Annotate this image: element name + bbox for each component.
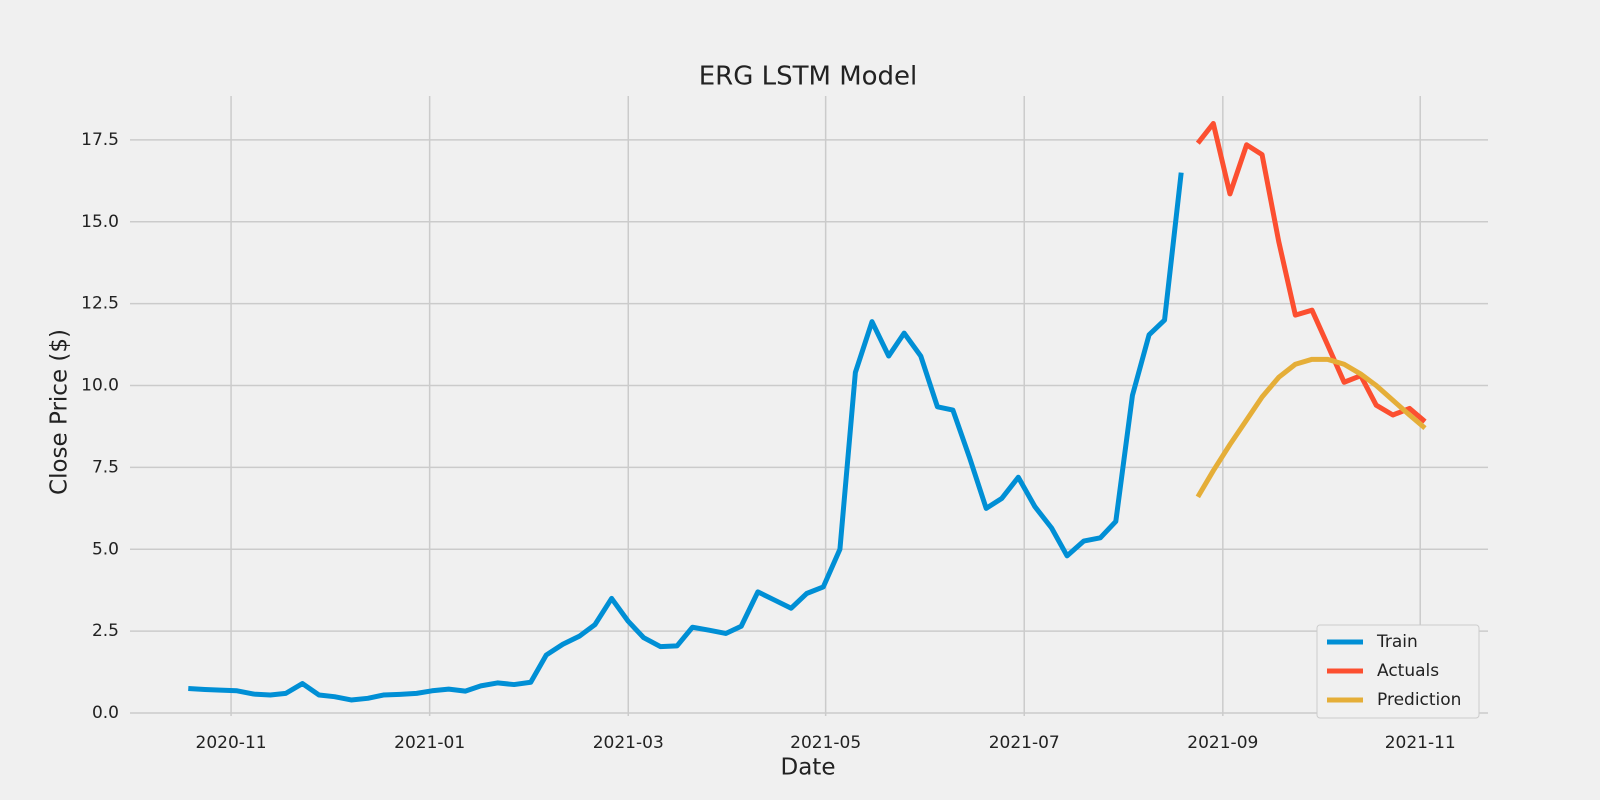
x-tick-label: 2020-11	[196, 733, 267, 753]
grid: 0.0 2.5 5.0 7.5 10.0 12.5 15.0 17.5 2020-11 2021-…	[81, 96, 1488, 753]
y-tick-label: 17.5	[81, 130, 119, 150]
x-tick-label: 2021-05	[790, 733, 861, 753]
x-tick-label: 2021-11	[1385, 733, 1456, 753]
y-tick-label: 5.0	[92, 539, 119, 559]
legend-label: Train	[1376, 632, 1418, 652]
legend-label: Actuals	[1377, 661, 1439, 681]
y-tick-label: 12.5	[81, 294, 119, 314]
x-tick-label: 2021-03	[593, 733, 664, 753]
y-tick-label: 0.0	[92, 703, 119, 723]
legend-label: Prediction	[1377, 690, 1461, 710]
y-tick-label: 10.0	[81, 376, 119, 396]
y-tick-label: 2.5	[92, 621, 119, 641]
plot-lines	[188, 121, 1427, 703]
y-tick-label: 15.0	[81, 212, 119, 232]
y-tick-label: 7.5	[92, 457, 119, 477]
legend: Train Actuals Prediction	[1316, 624, 1480, 719]
x-tick-label: 2021-01	[394, 733, 465, 753]
x-tick-label: 2021-07	[989, 733, 1060, 753]
chart-title: ERG LSTM Model	[699, 62, 918, 92]
series-line	[188, 172, 1184, 703]
x-axis-label: Date	[781, 755, 836, 781]
x-tick-label: 2021-09	[1187, 733, 1258, 753]
y-axis-label: Close Price ($)	[47, 329, 73, 495]
series-line	[1195, 121, 1427, 424]
series-line	[1195, 356, 1427, 499]
legend-box	[1316, 624, 1480, 719]
